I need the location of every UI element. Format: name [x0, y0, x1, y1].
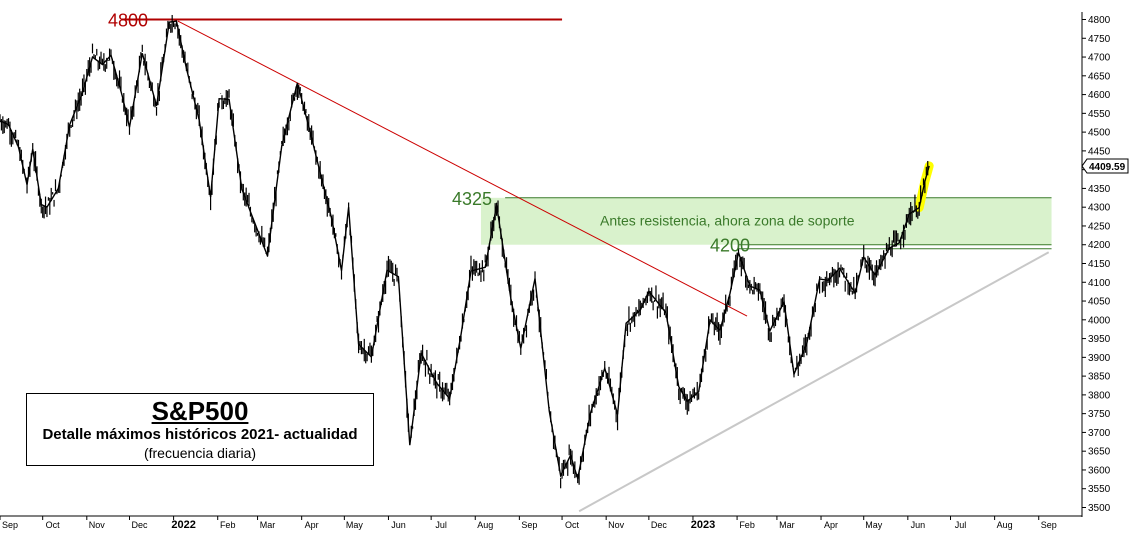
y-tick-label: 4200 — [1088, 240, 1111, 251]
y-tick-label: 3800 — [1088, 390, 1111, 401]
resistance-label: 4800 — [108, 11, 148, 31]
support-zone — [480, 197, 1052, 245]
y-tick-label: 3700 — [1088, 428, 1111, 439]
chart-title: S&P500 — [151, 396, 249, 426]
x-tick-label: Oct — [46, 520, 61, 530]
x-tick-label: Nov — [608, 520, 625, 530]
legend-box: S&P500 Detalle máximos históricos 2021- … — [26, 393, 374, 466]
last-value-box — [1081, 158, 1129, 174]
y-tick-label: 4650 — [1088, 71, 1111, 82]
y-tick-label: 4800 — [1088, 15, 1111, 26]
x-tick-label: Jul — [955, 520, 967, 530]
x-tick-label: Jun — [391, 520, 406, 530]
x-tick-label: Jun — [911, 520, 926, 530]
last-value-label: 4409.59 — [1089, 162, 1126, 173]
x-tick-label: May — [346, 520, 364, 530]
x-tick-label: Jul — [435, 520, 447, 530]
uptrend-line — [578, 251, 1050, 513]
x-tick-label: Nov — [89, 520, 106, 530]
x-tick-label: Sep — [1041, 520, 1057, 530]
x-tick-label: Apr — [305, 520, 319, 530]
y-tick-label: 3600 — [1088, 465, 1111, 476]
x-tick-label: Sep — [521, 520, 537, 530]
y-tick-label: 3850 — [1088, 372, 1111, 383]
y-tick-label: 3900 — [1088, 353, 1111, 364]
y-tick-label: 4100 — [1088, 278, 1111, 289]
x-tick-label: Dec — [131, 520, 148, 530]
y-tick-label: 4450 — [1088, 146, 1111, 157]
chart-subtitle: Detalle máximos históricos 2021- actuali… — [42, 426, 358, 443]
y-tick-label: 3500 — [1088, 503, 1111, 514]
y-tick-label: 4300 — [1088, 203, 1111, 214]
x-tick-label: Apr — [824, 520, 838, 530]
y-tick-label: 3650 — [1088, 447, 1111, 458]
y-tick-label: 4150 — [1088, 259, 1111, 270]
x-tick-label: Sep — [2, 520, 18, 530]
y-tick-label: 3550 — [1088, 484, 1111, 495]
chart-note: (frecuencia diaria) — [143, 445, 257, 461]
y-tick-label: 3750 — [1088, 409, 1111, 420]
x-tick-label: May — [865, 520, 883, 530]
price-line — [0, 20, 930, 479]
x-tick-label: Aug — [477, 520, 493, 530]
y-tick-label: 4000 — [1088, 315, 1111, 326]
x-tick-label: Feb — [739, 520, 755, 530]
zone-top-label: 4325 — [452, 189, 492, 209]
x-tick-label: Aug — [997, 520, 1013, 530]
x-tick-label: Mar — [779, 520, 795, 530]
y-tick-label: 4600 — [1088, 90, 1111, 101]
x-tick-label: 2023 — [691, 519, 715, 531]
x-tick-label: Oct — [565, 520, 580, 530]
y-tick-label: 4500 — [1088, 128, 1111, 139]
x-tick-label: Mar — [260, 520, 276, 530]
zone-text: Antes resistencia, ahora zona de soporte — [600, 212, 855, 228]
y-tick-label: 4250 — [1088, 221, 1111, 232]
y-tick-label: 3950 — [1088, 334, 1111, 345]
zone-bottom-label: 4200 — [710, 236, 750, 256]
downtrend-line — [177, 20, 748, 317]
y-tick-label: 4750 — [1088, 34, 1111, 45]
y-tick-label: 4350 — [1088, 184, 1111, 195]
y-tick-label: 4550 — [1088, 109, 1111, 120]
y-tick-label: 4700 — [1088, 53, 1111, 64]
y-tick-label: 4050 — [1088, 297, 1111, 308]
x-tick-label: 2022 — [171, 519, 195, 531]
x-tick-label: Dec — [651, 520, 668, 530]
x-tick-label: Feb — [220, 520, 236, 530]
